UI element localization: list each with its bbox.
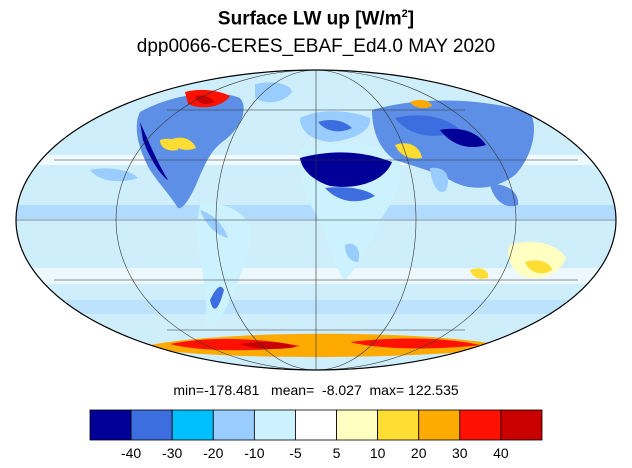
statistics-line: min=-178.481 mean= -8.027 max= 122.535 [0,382,632,398]
map-title: Surface LW up [W/m2] [0,8,632,30]
colorbar-swatch [212,409,255,441]
max-value: 122.535 [408,382,459,398]
colorbar-swatch [130,409,173,441]
greenland [255,82,292,103]
colorbar-swatch [336,409,379,441]
max-label: max= [369,382,405,398]
mean-value: -8.027 [322,382,362,398]
mollweide-map [15,69,617,371]
colorbar-swatch [377,409,420,441]
map-subtitle: dpp0066-CERES_EBAF_Ed4.0 MAY 2020 [136,36,496,57]
north-america [136,93,244,209]
colorbar-tick-label: 20 [410,445,427,461]
colorbar-swatch [295,409,337,441]
colorbar-tick-label: -10 [244,445,265,461]
title-superscript: 2 [401,8,408,20]
min-value: -178.481 [204,382,260,398]
globe-border [15,69,617,371]
min-label: min= [173,382,205,398]
colorbar-tick-label: 5 [332,445,341,461]
colorbar-tick-label: 10 [369,445,386,461]
colorbar-swatch [459,409,502,441]
colorbar-tick-label: 40 [493,445,509,461]
colorbar-swatch [171,409,214,441]
colorbar-tick-label: -40 [120,445,142,461]
title-end: ] [407,8,415,30]
colorbar-swatch [418,409,461,441]
colorbar-tick-label: -5 [289,445,302,461]
colorbar-tick-label: 30 [452,445,468,461]
colorbar-tick-label: -30 [162,445,183,461]
south-america [196,203,251,326]
mean-label: mean= [271,382,315,398]
colorbar-swatch [253,409,296,441]
colorbar-tick-label: -20 [203,445,224,461]
colorbar-swatch [89,409,132,441]
title-text: Surface LW up [W/m [217,8,402,30]
colorbar-swatch [500,409,543,441]
